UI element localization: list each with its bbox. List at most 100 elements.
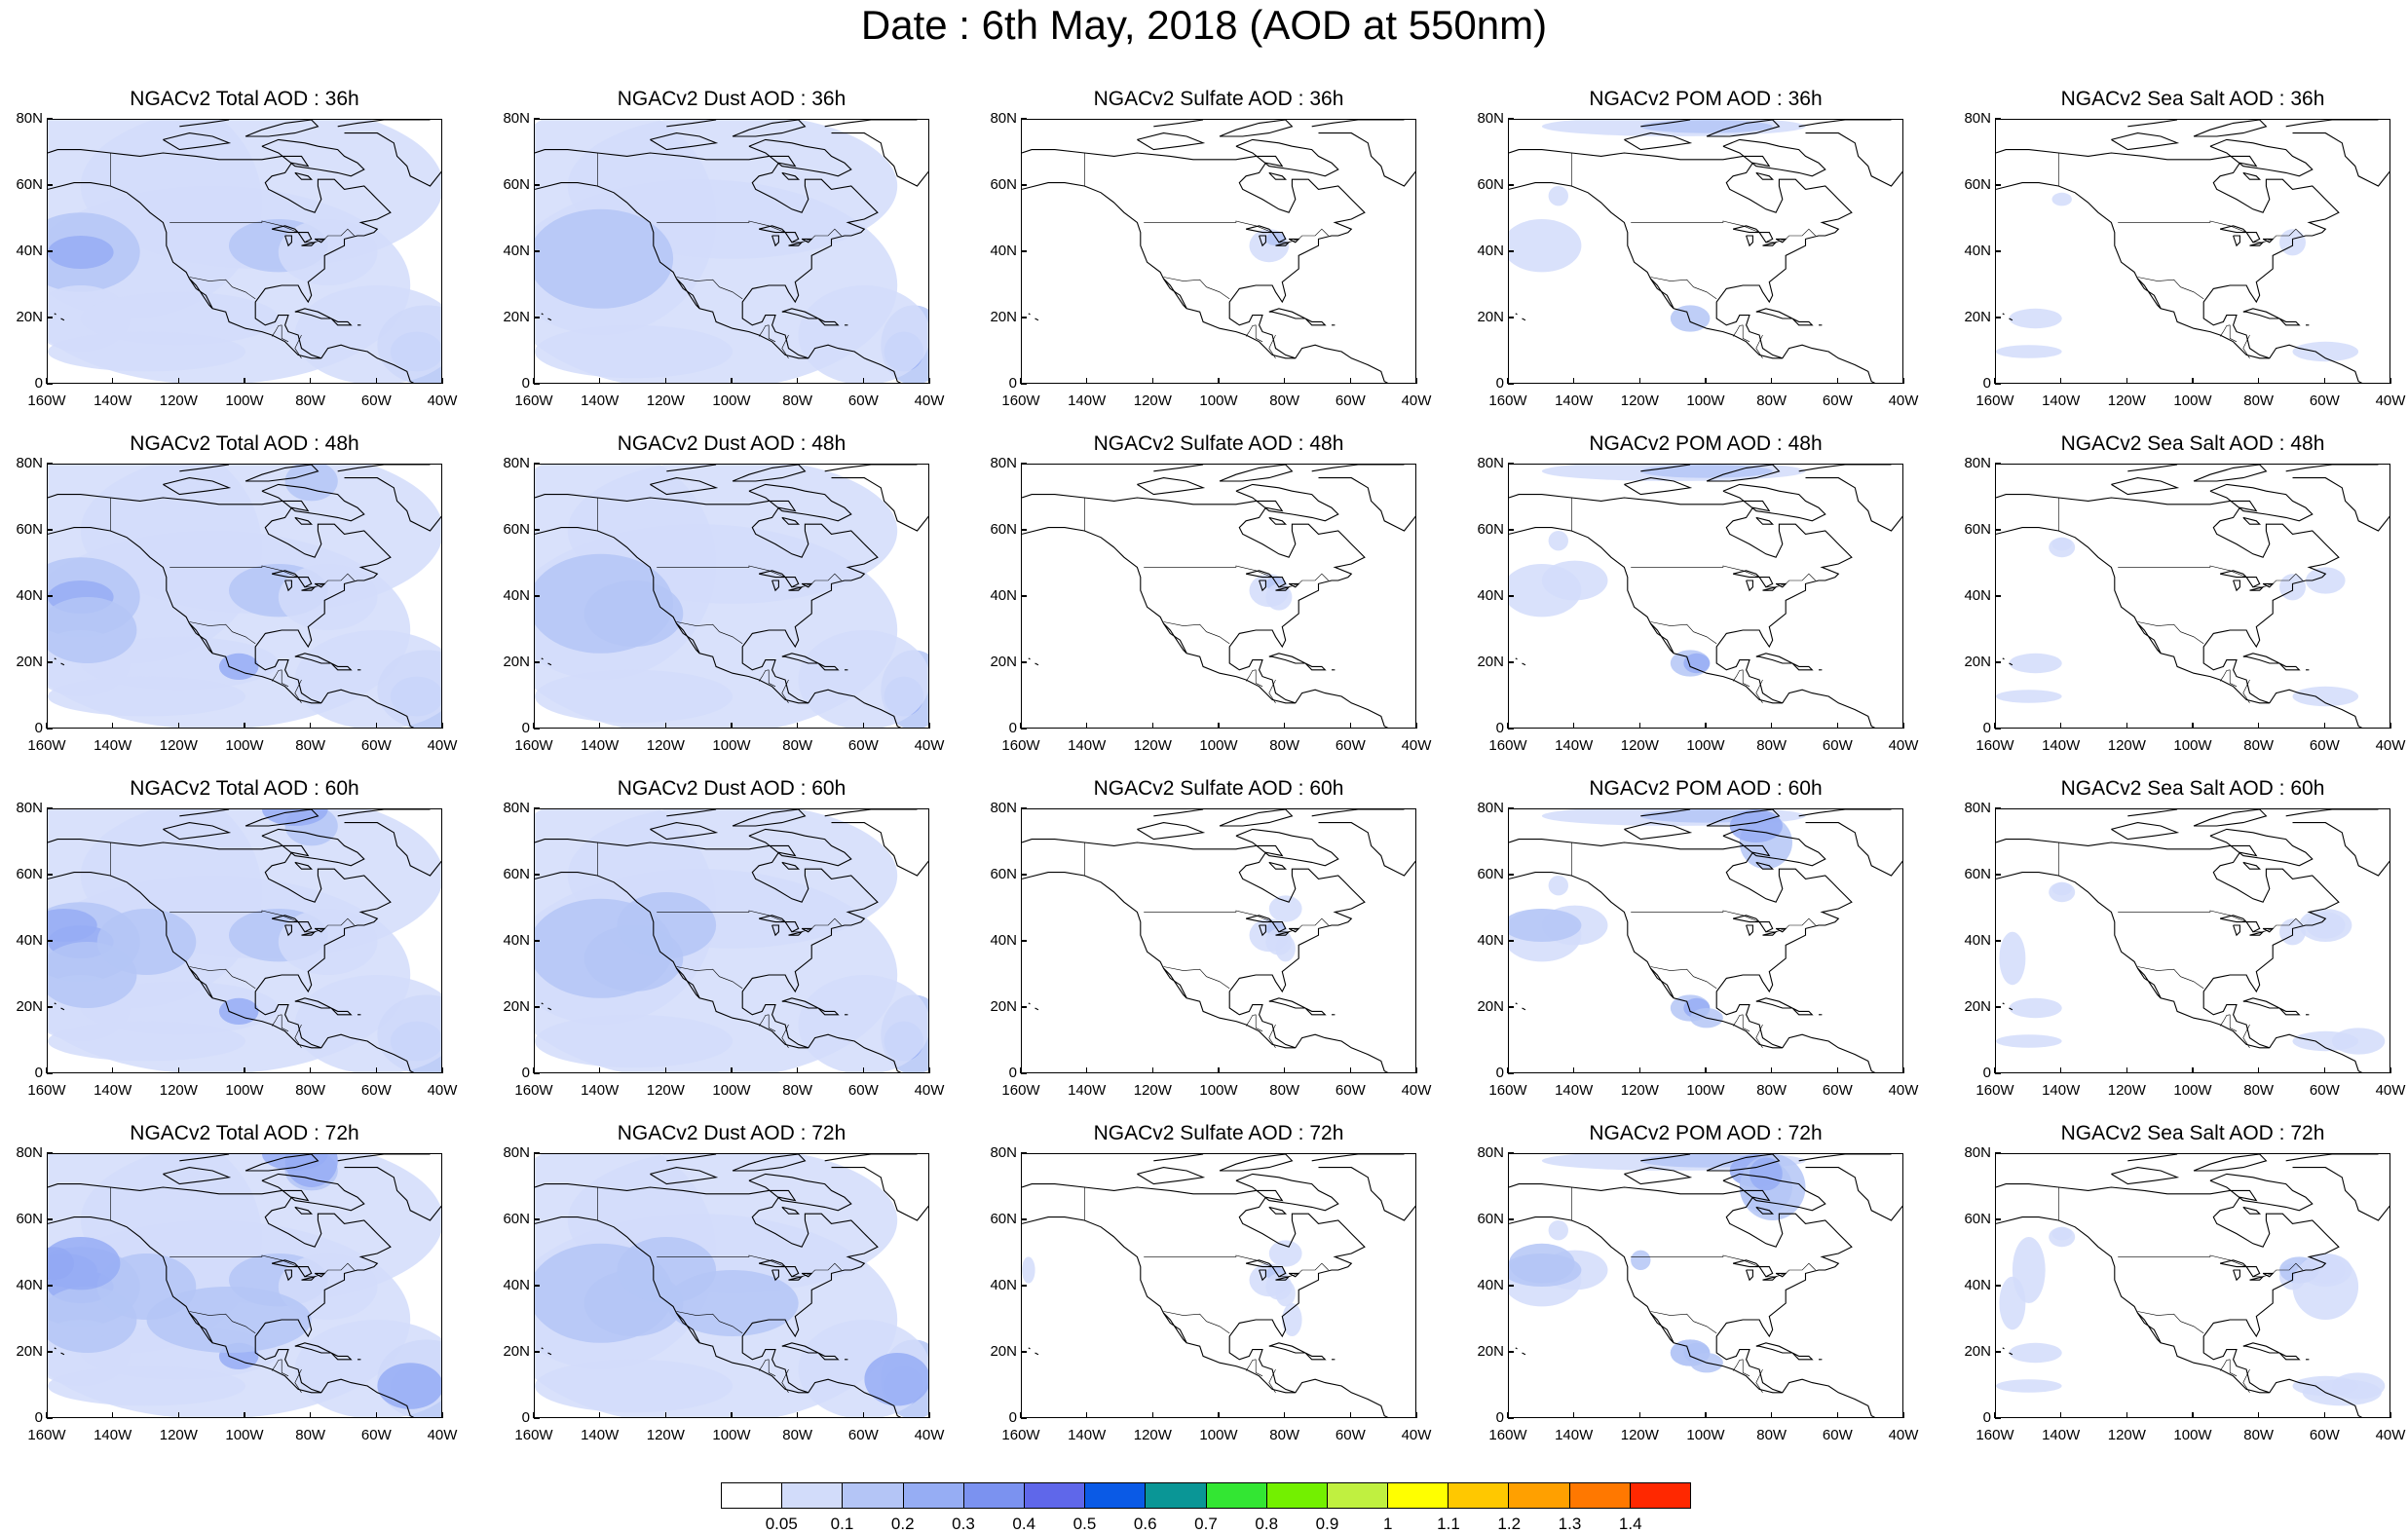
aod-region <box>1750 1157 1783 1191</box>
political-border <box>2118 910 2303 933</box>
aod-region <box>1729 809 1783 842</box>
coastline <box>1640 809 1691 817</box>
lon-tick <box>862 1067 865 1073</box>
coastline <box>2242 997 2280 1009</box>
lon-tick <box>244 1067 245 1073</box>
lon-tick-label: 100W <box>1199 1427 1238 1443</box>
political-border <box>1742 324 1750 343</box>
aod-region <box>294 630 441 728</box>
lat-tick <box>534 661 540 663</box>
political-border <box>781 679 789 703</box>
coastline <box>1275 1275 1291 1281</box>
lat-tick <box>1021 1417 1027 1419</box>
lat-tick <box>1995 661 2001 663</box>
coastline <box>2292 132 2389 187</box>
political-border <box>1755 334 1763 358</box>
coastline <box>1035 662 1039 666</box>
lon-tick <box>1836 723 1839 729</box>
coastline <box>2127 120 2178 128</box>
lon-tick <box>177 378 180 384</box>
coastline <box>1509 527 1783 704</box>
panel-title: NGACv2 Sulfate AOD : 60h <box>1093 777 1344 800</box>
coastline <box>2009 318 2013 321</box>
lat-tick-label: 20N <box>990 998 1017 1015</box>
lon-tick-label: 140W <box>581 737 620 754</box>
aod-region <box>96 909 197 975</box>
lat-tick <box>47 1006 53 1008</box>
lon-tick <box>2192 1412 2194 1418</box>
coastline <box>2249 241 2265 246</box>
lat-tick-label: 40N <box>1964 932 1991 949</box>
aod-region <box>1996 1379 2062 1393</box>
lon-tick <box>664 378 667 384</box>
coastline <box>245 1154 320 1172</box>
coastline <box>788 930 804 936</box>
coastline <box>1996 872 2270 1049</box>
lon-tick <box>1415 1412 1417 1418</box>
panel-title: NGACv2 Sea Salt AOD : 72h <box>2060 1122 2325 1144</box>
lat-tick <box>1995 1417 2001 1419</box>
political-border <box>676 621 743 645</box>
coastline <box>808 344 902 383</box>
figure-title: Date : 6th May, 2018 (AOD at 550nm) <box>860 2 1548 48</box>
lat-tick-label: 40N <box>1964 243 1991 259</box>
lat-tick-label: 40N <box>16 243 43 259</box>
aod-region <box>48 1021 245 1062</box>
lat-tick <box>1021 728 1027 730</box>
lon-tick-label: 100W <box>1686 1427 1725 1443</box>
lon-tick-label: 100W <box>225 1427 264 1443</box>
lat-tick-label: 60N <box>1964 1211 1991 1227</box>
aod-region <box>278 564 378 630</box>
lat-tick <box>1995 940 2001 942</box>
lat-tick-label: 0 <box>34 1065 43 1081</box>
lon-tick-label: 120W <box>646 1427 685 1443</box>
lon-tick-label: 40W <box>427 1082 458 1099</box>
lon-tick-label: 140W <box>2042 737 2081 754</box>
lon-tick-label: 40W <box>2375 393 2406 409</box>
map-panel-dust-48h: NGACv2 Dust AOD : 48h 80N 60N 40N 20N 0 160W 14… <box>491 432 944 783</box>
coastline <box>1022 149 1366 359</box>
colorbar-swatch <box>1327 1483 1389 1508</box>
coastline <box>2262 1272 2275 1278</box>
political-border <box>2242 1368 2250 1393</box>
coastline <box>801 927 813 933</box>
lat-tick-label: 40N <box>990 243 1017 259</box>
coastline <box>771 1269 779 1282</box>
coastline <box>179 120 230 128</box>
coastline <box>2262 238 2275 243</box>
coastline <box>337 465 431 472</box>
political-border <box>2229 1014 2238 1032</box>
political-border <box>2219 669 2231 682</box>
coastline <box>1137 1167 1206 1185</box>
lon-tick <box>1020 1412 1022 1418</box>
colorbar-label: 0.1 <box>830 1515 854 1533</box>
lon-tick-label: 140W <box>2042 1082 2081 1099</box>
lon-tick <box>111 378 114 384</box>
coastline <box>1509 182 1783 359</box>
coastline <box>1732 915 1761 923</box>
lat-tick-label: 80N <box>1964 1144 1991 1161</box>
lon-tick-label: 40W <box>1401 1082 1432 1099</box>
coastline <box>261 1173 365 1212</box>
lat-tick-label: 40N <box>1964 1277 1991 1293</box>
lat-tick <box>1508 463 1514 465</box>
lon-tick <box>928 723 930 729</box>
coastline <box>2242 653 2280 664</box>
coastline <box>824 120 918 128</box>
coastline <box>1746 580 1753 592</box>
political-border <box>169 910 355 933</box>
aod-region <box>1640 465 1773 478</box>
aod-region <box>1541 560 1608 601</box>
coastline <box>781 861 801 870</box>
coastline <box>1268 1342 1306 1354</box>
lat-tick <box>1995 1285 2001 1287</box>
map-canvas <box>1509 809 1902 1072</box>
coastline <box>1295 1033 1389 1072</box>
lon-tick-label: 140W <box>1555 393 1594 409</box>
lon-tick-label: 60W <box>847 1082 879 1099</box>
political-border <box>2137 277 2204 300</box>
coastline <box>179 809 230 817</box>
coastline <box>2127 465 2178 472</box>
aod-region <box>377 1363 441 1409</box>
panel-title: NGACv2 Dust AOD : 36h <box>617 88 847 110</box>
